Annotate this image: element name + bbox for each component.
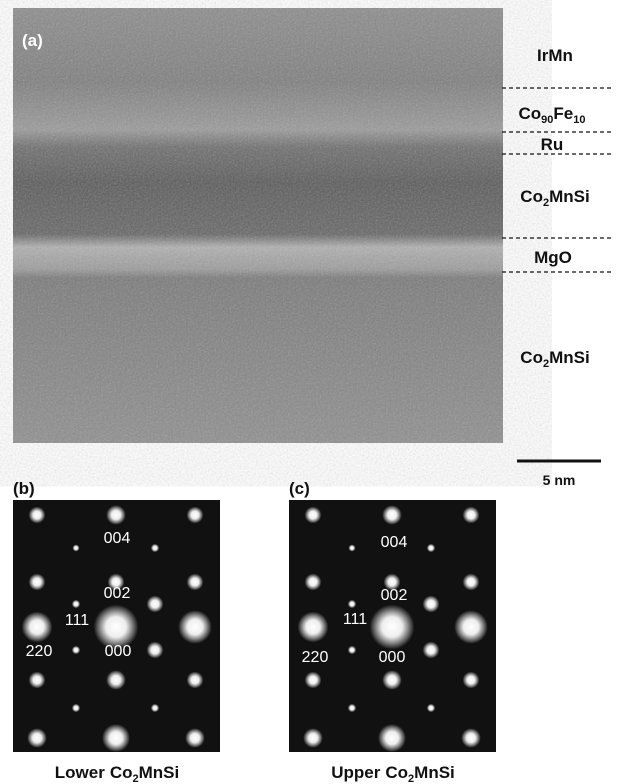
layer-label: MgO (534, 248, 572, 267)
panel-a: (a) IrMn Co90Fe10 Ru Co2MnSi MgO Co2MnSi… (13, 8, 612, 488)
tem-texture (13, 8, 503, 443)
diffraction-spot (187, 507, 204, 524)
subscript: 10 (573, 114, 585, 126)
text: MnSi (549, 187, 590, 206)
text: Co (520, 348, 543, 367)
diffraction-spot (298, 612, 329, 643)
scale-bar-label: 5 nm (543, 472, 576, 488)
diffraction-spot (147, 642, 164, 659)
diffraction-spot (423, 596, 440, 613)
diffraction-spot (461, 728, 481, 748)
diffraction-spot (151, 544, 159, 552)
diffraction-spot (151, 704, 159, 712)
text: Co (518, 104, 541, 123)
layer-label: Ru (541, 135, 564, 154)
diffraction-spot (370, 605, 415, 650)
diffraction-spot (29, 574, 46, 591)
layer-label: Co2MnSi (520, 187, 589, 209)
diffraction-spot (348, 646, 356, 654)
spot-label: 111 (343, 611, 367, 628)
text: Co (110, 763, 133, 782)
diffraction-spot (22, 612, 53, 643)
diffraction-spot (106, 505, 126, 525)
diffraction-spot (348, 704, 356, 712)
diffraction-spot (427, 544, 435, 552)
spot-label: 000 (105, 643, 132, 660)
diffraction-spot (382, 505, 402, 525)
diffraction-spot (463, 574, 480, 591)
diffraction-spot (463, 507, 480, 524)
diffraction-spot (102, 724, 130, 752)
diffraction-spot (27, 728, 47, 748)
diffraction-spot (427, 704, 435, 712)
diffraction-spot (72, 646, 80, 654)
spot-label: 002 (104, 585, 131, 602)
panel-label: (c) (289, 479, 310, 498)
spot-label: 111 (65, 612, 89, 629)
panel-label: (a) (22, 31, 43, 50)
diffraction-spot (305, 574, 322, 591)
diffraction-spot (378, 724, 406, 752)
diffraction-spot (348, 600, 356, 608)
diffraction-spot (72, 600, 80, 608)
diffraction-spot (303, 728, 323, 748)
diffraction-spot (187, 574, 204, 591)
text: Ru (541, 135, 564, 154)
diffraction-spot (349, 545, 356, 552)
text: Fe (553, 104, 573, 123)
layer-label: IrMn (537, 46, 573, 65)
text: Co (385, 763, 408, 782)
diffraction-spot (185, 728, 205, 748)
panel-label: (b) (13, 479, 35, 498)
text: MnSi (414, 763, 455, 782)
text: MnSi (549, 348, 590, 367)
diffraction-spot (29, 507, 46, 524)
diffraction-spot (454, 610, 488, 644)
spot-label: 004 (381, 534, 408, 551)
subscript: 90 (541, 114, 553, 126)
text: Co (520, 187, 543, 206)
diffraction-spot (73, 545, 80, 552)
diffraction-spot (463, 672, 480, 689)
text: Upper (331, 763, 381, 782)
layer-label: Co90Fe10 (518, 104, 585, 126)
figure: (a) IrMn Co90Fe10 Ru Co2MnSi MgO Co2MnSi… (0, 0, 619, 784)
diffraction-spot (72, 704, 80, 712)
diffraction-spot (178, 610, 212, 644)
text: IrMn (537, 46, 573, 65)
diffraction-spot (187, 672, 204, 689)
diffraction-spot (29, 672, 46, 689)
spot-label: 004 (104, 530, 131, 547)
spot-label: 000 (379, 649, 406, 666)
spot-label: 220 (26, 643, 53, 660)
diffraction-spot (106, 670, 126, 690)
spot-label: 220 (302, 649, 329, 666)
diffraction-spot (305, 507, 322, 524)
layer-label: Co2MnSi (520, 348, 589, 370)
diffraction-spot (305, 672, 322, 689)
spot-label: 002 (381, 587, 408, 604)
diffraction-spot (147, 596, 164, 613)
diffraction-spot (423, 642, 440, 659)
text: MnSi (139, 763, 180, 782)
diffraction-spot (382, 670, 402, 690)
text: MgO (534, 248, 572, 267)
text: Lower (55, 763, 105, 782)
